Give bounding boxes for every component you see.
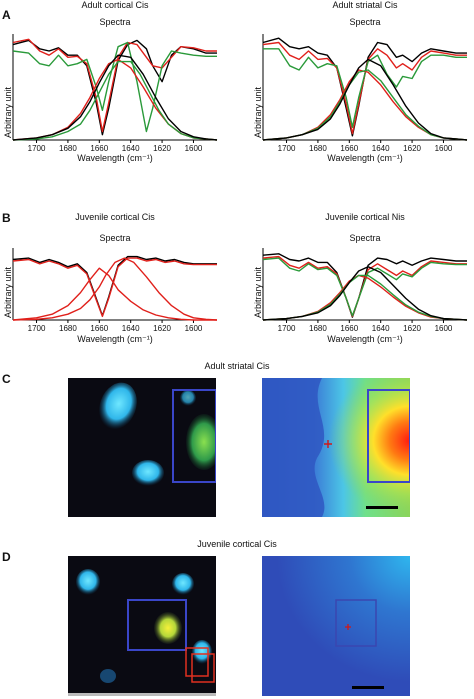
x-axis-label: Wavelength (cm⁻¹) bbox=[327, 153, 403, 163]
x-tick-label: 1600 bbox=[185, 324, 203, 332]
x-tick-label: 1700 bbox=[28, 144, 46, 152]
x-tick-label: 1660 bbox=[90, 324, 108, 332]
x-tick-label: 1660 bbox=[340, 144, 358, 152]
chart-title: Adult striatal Cis bbox=[332, 0, 398, 10]
series-line-green bbox=[262, 69, 468, 141]
x-tick-label: 1620 bbox=[403, 144, 421, 152]
chart-subtitle: Spectra bbox=[99, 233, 131, 243]
x-tick-label: 1620 bbox=[153, 324, 171, 332]
x-tick-label: 1700 bbox=[28, 324, 46, 332]
x-axis-label: Wavelength (cm⁻¹) bbox=[327, 334, 403, 344]
ir-map-c-graphic bbox=[262, 378, 410, 517]
x-tick-label: 1660 bbox=[90, 144, 108, 152]
x-tick-label: 1600 bbox=[435, 324, 453, 332]
x-axis-label: Wavelength (cm⁻¹) bbox=[77, 153, 153, 163]
x-axis-label: Wavelength (cm⁻¹) bbox=[77, 334, 153, 344]
series-line-black bbox=[262, 58, 468, 141]
series-line-green bbox=[262, 257, 467, 317]
panel-letter-d: D bbox=[2, 550, 11, 564]
chart-title: Juvenile cortical Cis bbox=[75, 212, 155, 222]
x-tick-label: 1680 bbox=[309, 144, 327, 152]
x-tick-label: 1680 bbox=[59, 144, 77, 152]
x-tick-label: 1620 bbox=[153, 144, 171, 152]
fluorescence-image-c bbox=[68, 378, 216, 517]
x-tick-label: 1640 bbox=[372, 324, 390, 332]
fluorescence-image-c-graphic bbox=[99, 382, 216, 486]
series-line-green bbox=[12, 41, 217, 133]
fluorescence-image-d bbox=[68, 556, 216, 696]
spectra-chart-juvenile-cortical-cis: 1700 1680 1660 1640 1620 1600 bbox=[12, 248, 218, 332]
chart-title: Juvenile cortical Nis bbox=[325, 212, 405, 222]
series-line-red bbox=[262, 255, 467, 318]
x-tick-label: 1600 bbox=[185, 144, 203, 152]
series-line-green bbox=[12, 60, 218, 141]
x-tick-label: 1700 bbox=[278, 324, 296, 332]
series-line-black bbox=[262, 37, 467, 137]
spectra-chart-adult-striatal-cis: 1700 1680 1660 1640 1620 1600 bbox=[262, 34, 468, 152]
chart-subtitle: Spectra bbox=[99, 17, 131, 27]
panel-letter-a: A bbox=[2, 8, 11, 22]
spectra-chart-juvenile-cortical-nis: 1700 1680 1660 1640 1620 1600 bbox=[262, 248, 468, 332]
x-tick-label: 1680 bbox=[59, 324, 77, 332]
x-tick-label: 1660 bbox=[340, 324, 358, 332]
ir-map-c bbox=[262, 378, 410, 517]
x-tick-label: 1640 bbox=[122, 144, 140, 152]
series-line-red bbox=[12, 257, 217, 318]
x-tick-label: 1640 bbox=[122, 324, 140, 332]
series-line-red bbox=[12, 267, 217, 321]
x-tick-label: 1640 bbox=[372, 144, 390, 152]
chart-subtitle: Spectra bbox=[349, 17, 381, 27]
series-line-black bbox=[12, 54, 218, 141]
x-tick-label: 1680 bbox=[309, 324, 327, 332]
series-line-red bbox=[12, 257, 218, 321]
series-line-red bbox=[262, 69, 468, 141]
series-line-red bbox=[262, 41, 467, 135]
panel-letter-b: B bbox=[2, 211, 11, 225]
x-tick-label: 1620 bbox=[403, 324, 421, 332]
panel-letter-c: C bbox=[2, 372, 11, 386]
series-line-green bbox=[263, 48, 467, 128]
section-c-title: Adult striatal Cis bbox=[204, 361, 270, 371]
series-line-black bbox=[262, 266, 468, 321]
series-line-red bbox=[12, 38, 217, 133]
x-tick-label: 1700 bbox=[278, 144, 296, 152]
chart-title: Adult cortical Cis bbox=[81, 0, 149, 10]
ir-map-d bbox=[262, 556, 410, 696]
chart-subtitle: Spectra bbox=[349, 233, 381, 243]
section-d-title: Juvenile cortical Cis bbox=[197, 539, 277, 549]
x-tick-label: 1600 bbox=[435, 144, 453, 152]
spectra-chart-adult-cortical-cis: 1700 1680 1660 1640 1620 1600 bbox=[12, 34, 218, 152]
fluorescence-image-d-graphic bbox=[68, 569, 216, 696]
ir-map-d-graphic bbox=[262, 556, 410, 696]
